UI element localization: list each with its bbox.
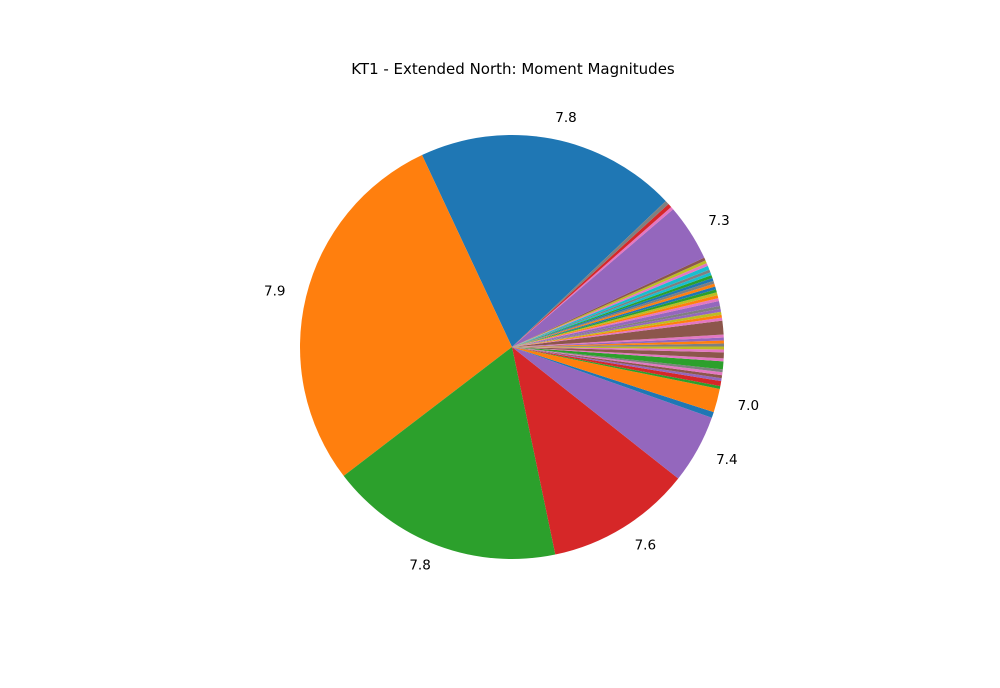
pie-wedge-23 (512, 317, 723, 347)
pie-wedge-3 (512, 347, 679, 555)
pie-wedge-41 (512, 263, 708, 347)
pie-wedge-44 (512, 209, 705, 347)
pie-wedge-32 (512, 289, 717, 347)
pie-label-6: 7.0 (738, 398, 759, 414)
pie-wedge-18 (512, 343, 724, 347)
pie-wedge-25 (512, 311, 722, 347)
pie-wedge-24 (512, 314, 722, 347)
pie-wedge-42 (512, 260, 707, 347)
pie-wedge-35 (512, 280, 715, 347)
pie-wedge-33 (512, 286, 717, 347)
pie-wedge-19 (512, 340, 724, 347)
pie-label-2: 7.8 (409, 558, 430, 574)
pie-label-1: 7.9 (264, 284, 285, 300)
pie-label-3: 7.6 (635, 537, 656, 553)
pie-wedge-8 (512, 347, 722, 387)
pie-wedge-1 (300, 155, 512, 476)
pie-label-44: 7.3 (708, 213, 729, 229)
pie-wedge-7 (512, 347, 721, 390)
pie-wedge-10 (512, 347, 723, 379)
pie-wedge-21 (512, 334, 724, 347)
pie-wedge-34 (512, 283, 716, 347)
pie-wedge-26 (512, 308, 722, 347)
pie-label-0: 7.8 (555, 110, 576, 126)
pie-wedge-5 (512, 347, 714, 418)
pie-wedge-11 (512, 347, 723, 376)
pie-wedge-6 (512, 347, 720, 413)
pie-wedge-16 (512, 347, 724, 353)
pie-wedge-38 (512, 272, 712, 347)
pie-wedge-47 (512, 201, 669, 347)
pie-wedge-15 (512, 347, 724, 359)
pie-wedge-30 (512, 295, 719, 347)
pie-wedge-4 (512, 347, 712, 479)
pie-wedge-2 (343, 347, 556, 559)
pie-wedge-17 (512, 346, 725, 350)
pie-wedge-36 (512, 277, 714, 347)
pie-wedge-12 (512, 347, 723, 373)
pie-wedge-22 (512, 320, 724, 347)
pie-wedges (300, 135, 725, 559)
pie-wedge-37 (512, 275, 713, 347)
pie-wedge-39 (512, 269, 711, 347)
pie-wedge-45 (512, 206, 674, 347)
pie-wedge-9 (512, 347, 722, 382)
pie-wedge-14 (512, 347, 724, 362)
pie-labels: 7.8 7.9 7.8 7.6 7.4 7.0 7.3 (264, 110, 759, 574)
pie-wedge-20 (512, 337, 724, 347)
pie-wedge-46 (512, 203, 672, 347)
pie-wedge-13 (512, 347, 724, 370)
pie-wedge-28 (512, 300, 720, 347)
pie-wedge-27 (512, 305, 721, 347)
pie-wedge-31 (512, 292, 718, 347)
pie-label-4: 7.4 (716, 452, 737, 468)
pie-wedge-0 (421, 135, 666, 347)
chart-title: KT1 - Extended North: Moment Magnitudes (351, 60, 675, 78)
pie-wedge-40 (512, 265, 710, 347)
pie-wedge-43 (512, 257, 706, 347)
pie-wedge-29 (512, 298, 719, 347)
